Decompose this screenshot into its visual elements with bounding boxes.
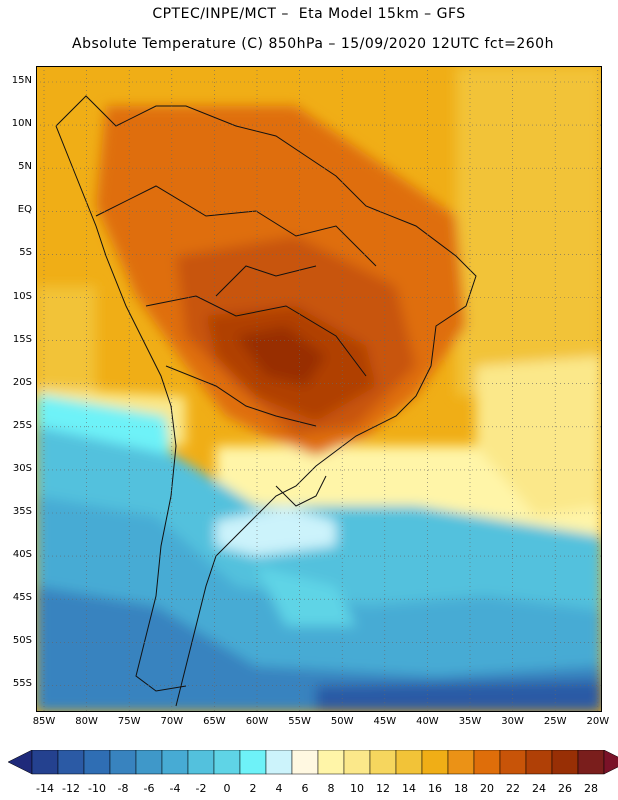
- lon-label: 55W: [288, 716, 311, 727]
- colorbar-swatch: [187, 750, 215, 775]
- map-title-line1: CPTEC/INPE/MCT – Eta Model 15km – GFS: [152, 6, 466, 22]
- colorbar-low-arrow: [7, 750, 33, 775]
- lon-label: 50W: [330, 716, 354, 727]
- lon-label: 60W: [245, 716, 269, 727]
- colorbar-label: -4: [169, 782, 181, 795]
- colorbar-label: -6: [143, 782, 155, 795]
- colorbar-swatch: [421, 750, 449, 775]
- colorbar-swatch: [31, 750, 59, 775]
- lat-label: 55S: [12, 678, 32, 690]
- colorbar-swatch: [551, 750, 579, 775]
- colorbar-label: -8: [117, 782, 129, 795]
- colorbar-label: 18: [454, 782, 468, 795]
- colorbar-swatch: [57, 750, 85, 775]
- colorbar-swatch: [161, 750, 189, 775]
- lat-label: 25S: [12, 419, 32, 431]
- map-frame: [36, 66, 602, 712]
- colorbar-label: 2: [249, 782, 257, 795]
- lat-label: 30S: [12, 462, 32, 474]
- temperature-map: [36, 66, 602, 712]
- colorbar: [7, 750, 618, 775]
- lat-label: 40S: [12, 549, 32, 561]
- lon-label: 45W: [373, 716, 397, 727]
- lon-label: 25W: [543, 716, 567, 727]
- colorbar-swatch: [499, 750, 527, 775]
- lon-label: 20W: [586, 716, 610, 727]
- colorbar-swatch: [343, 750, 371, 775]
- colorbar-label: 14: [402, 782, 416, 795]
- colorbar-swatch: [213, 750, 241, 775]
- lat-label: 35S: [12, 506, 32, 517]
- colorbar-label: 20: [480, 782, 494, 795]
- lat-label: 15S: [12, 333, 32, 345]
- lon-label: 30W: [501, 716, 524, 727]
- lat-label: 15N: [11, 75, 32, 86]
- lat-label: 5S: [19, 247, 32, 259]
- colorbar-swatch: [265, 750, 293, 775]
- colorbar-label: -12: [62, 782, 80, 795]
- colorbar-label: 12: [376, 782, 390, 795]
- lon-label: 40W: [416, 716, 439, 727]
- colorbar-swatch: [83, 750, 111, 775]
- lat-label: EQ: [17, 204, 32, 216]
- colorbar-label: 22: [506, 782, 520, 795]
- colorbar-label: 8: [327, 782, 335, 795]
- temperature-field: [36, 66, 602, 712]
- colorbar-label: 0: [223, 782, 231, 795]
- colorbar-label: 24: [532, 782, 546, 795]
- coastlines: [55, 95, 477, 707]
- lon-label: 65W: [203, 716, 226, 727]
- colorbar-label: -14: [36, 782, 54, 795]
- colorbar-swatch: [291, 750, 319, 775]
- lat-label: 5N: [18, 161, 32, 173]
- colorbar-label: 4: [275, 782, 283, 795]
- colorbar-label: 26: [558, 782, 572, 795]
- colorbar-swatch: [447, 750, 475, 775]
- colorbar-swatch: [473, 750, 501, 775]
- map-canvas: [36, 66, 602, 712]
- colorbar-label: 28: [584, 782, 598, 795]
- lon-label: 35W: [458, 716, 482, 727]
- lat-label: 10S: [12, 290, 32, 302]
- lat-label: 50S: [12, 635, 32, 647]
- lat-label: 20S: [12, 376, 32, 388]
- colorbar-swatch: [239, 750, 267, 775]
- map-title-line2: Absolute Temperature (C) 850hPa – 15/09/…: [72, 36, 554, 52]
- colorbar-label: -2: [195, 782, 207, 795]
- lon-label: 85W: [32, 716, 56, 727]
- colorbar-swatch: [135, 750, 163, 775]
- lat-label: 45S: [12, 592, 32, 604]
- colorbar-label: 10: [350, 782, 364, 795]
- colorbar-high-arrow: [603, 750, 618, 775]
- colorbar-label: -10: [88, 782, 106, 795]
- colorbar-label: 6: [301, 782, 309, 795]
- colorbar-label: 16: [428, 782, 442, 795]
- colorbar-swatch: [109, 750, 137, 775]
- colorbar-swatch: [577, 750, 605, 775]
- lon-label: 80W: [75, 716, 98, 727]
- colorbar-swatch: [395, 750, 423, 775]
- lon-label: 70W: [160, 716, 184, 727]
- colorbar-swatch: [317, 750, 345, 775]
- colorbar-swatch: [369, 750, 397, 775]
- lat-label: 10N: [11, 118, 32, 130]
- lon-label: 75W: [117, 716, 141, 727]
- colorbar-swatch: [525, 750, 553, 775]
